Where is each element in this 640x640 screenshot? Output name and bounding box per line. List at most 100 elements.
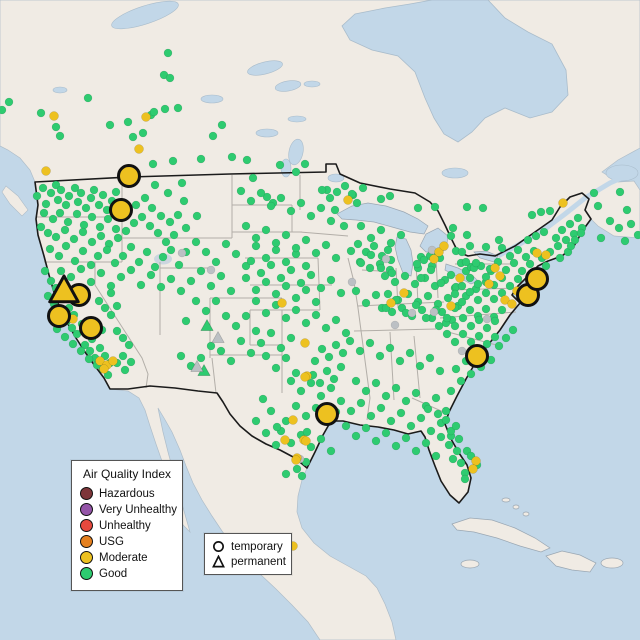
station-marker-good[interactable] [311, 310, 321, 320]
station-marker-good[interactable] [291, 293, 301, 303]
station-marker-good[interactable] [346, 246, 356, 256]
station-marker-good[interactable] [67, 323, 77, 333]
station-marker-good[interactable] [395, 356, 405, 366]
station-marker-good[interactable] [291, 368, 301, 378]
station-marker-good[interactable] [356, 258, 366, 268]
station-marker-good[interactable] [412, 259, 422, 269]
station-marker-good[interactable] [633, 230, 640, 240]
station-marker-good[interactable] [365, 338, 375, 348]
station-marker-good[interactable] [163, 188, 173, 198]
station-marker-good[interactable] [266, 260, 276, 270]
station-marker-good[interactable] [165, 73, 175, 83]
station-marker-good[interactable] [76, 188, 86, 198]
station-marker-good[interactable] [286, 206, 296, 216]
station-marker-good[interactable] [60, 332, 70, 342]
station-marker-moderate[interactable] [446, 301, 456, 311]
station-marker-good[interactable] [446, 386, 456, 396]
station-marker-good[interactable] [301, 261, 311, 271]
station-marker-good[interactable] [251, 285, 261, 295]
station-marker-good[interactable] [355, 346, 365, 356]
station-marker-good[interactable] [161, 237, 171, 247]
station-marker-good[interactable] [297, 471, 307, 481]
station-marker-good[interactable] [206, 281, 216, 291]
station-marker-good[interactable] [64, 191, 74, 201]
station-marker-good[interactable] [371, 290, 381, 300]
station-marker-good[interactable] [386, 238, 396, 248]
station-marker-good[interactable] [321, 323, 331, 333]
station-marker-good[interactable] [63, 217, 73, 227]
station-marker-good[interactable] [435, 366, 445, 376]
station-marker-good[interactable] [128, 132, 138, 142]
station-marker-good[interactable] [181, 316, 191, 326]
station-marker-good[interactable] [416, 273, 426, 283]
station-marker-good[interactable] [81, 203, 91, 213]
station-marker-good[interactable] [423, 404, 433, 414]
station-marker-good[interactable] [281, 313, 291, 323]
station-marker-good[interactable] [169, 230, 179, 240]
station-marker-good[interactable] [346, 406, 356, 416]
station-marker-good[interactable] [126, 265, 136, 275]
station-marker-good[interactable] [615, 187, 625, 197]
station-marker-good[interactable] [505, 281, 515, 291]
station-marker-moderate[interactable] [300, 372, 310, 382]
station-marker-good[interactable] [231, 249, 241, 259]
station-marker-moderate[interactable] [500, 295, 510, 305]
station-marker-good[interactable] [236, 186, 246, 196]
station-marker-good[interactable] [78, 246, 88, 256]
station-marker-nodata[interactable] [407, 308, 417, 318]
station-marker-nodata[interactable] [381, 254, 391, 264]
station-marker-good[interactable] [573, 213, 583, 223]
station-marker-good[interactable] [358, 183, 368, 193]
station-marker-good[interactable] [565, 219, 575, 229]
highlight-station-circle-moderate[interactable] [117, 164, 141, 188]
station-marker-good[interactable] [69, 234, 79, 244]
station-marker-good[interactable] [351, 286, 361, 296]
station-marker-good[interactable] [371, 436, 381, 446]
station-marker-good[interactable] [246, 348, 256, 358]
station-marker-good[interactable] [191, 296, 201, 306]
station-marker-good[interactable] [345, 336, 355, 346]
station-marker-good[interactable] [385, 191, 395, 201]
station-marker-moderate[interactable] [301, 436, 311, 446]
station-marker-nodata[interactable] [206, 265, 216, 275]
station-marker-good[interactable] [596, 233, 606, 243]
station-marker-good[interactable] [261, 225, 271, 235]
station-marker-good[interactable] [191, 237, 201, 247]
station-marker-good[interactable] [482, 339, 492, 349]
highlight-station-triangle-moderate[interactable] [48, 274, 80, 304]
station-marker-good[interactable] [45, 244, 55, 254]
station-marker-good[interactable] [316, 391, 326, 401]
station-marker-good[interactable] [325, 193, 335, 203]
station-marker-good[interactable] [494, 235, 504, 245]
station-marker-good[interactable] [291, 243, 301, 253]
station-marker-good[interactable] [311, 297, 321, 307]
station-marker-good[interactable] [450, 289, 460, 299]
station-marker-good[interactable] [481, 304, 491, 314]
station-marker-good[interactable] [300, 159, 310, 169]
station-marker-good[interactable] [112, 326, 122, 336]
station-marker-moderate[interactable] [277, 298, 287, 308]
station-marker-good[interactable] [286, 333, 296, 343]
station-marker-good[interactable] [361, 298, 371, 308]
station-marker-good[interactable] [126, 242, 136, 252]
station-marker-good[interactable] [433, 409, 443, 419]
station-marker-good[interactable] [73, 197, 83, 207]
station-marker-good[interactable] [177, 178, 187, 188]
station-marker-good[interactable] [375, 351, 385, 361]
station-marker-moderate[interactable] [95, 356, 105, 366]
station-marker-good[interactable] [331, 315, 341, 325]
station-marker-good[interactable] [142, 247, 152, 257]
station-marker-good[interactable] [481, 288, 491, 298]
station-marker-good[interactable] [4, 97, 14, 107]
station-marker-good[interactable] [261, 308, 271, 318]
station-marker-good[interactable] [366, 233, 376, 243]
station-marker-good[interactable] [271, 289, 281, 299]
station-marker-good[interactable] [351, 376, 361, 386]
station-marker-good[interactable] [281, 353, 291, 363]
station-marker-good[interactable] [462, 230, 472, 240]
station-marker-good[interactable] [262, 192, 272, 202]
station-marker-good[interactable] [112, 301, 122, 311]
station-marker-good[interactable] [272, 422, 282, 432]
station-marker-good[interactable] [385, 343, 395, 353]
station-marker-moderate[interactable] [507, 299, 517, 309]
